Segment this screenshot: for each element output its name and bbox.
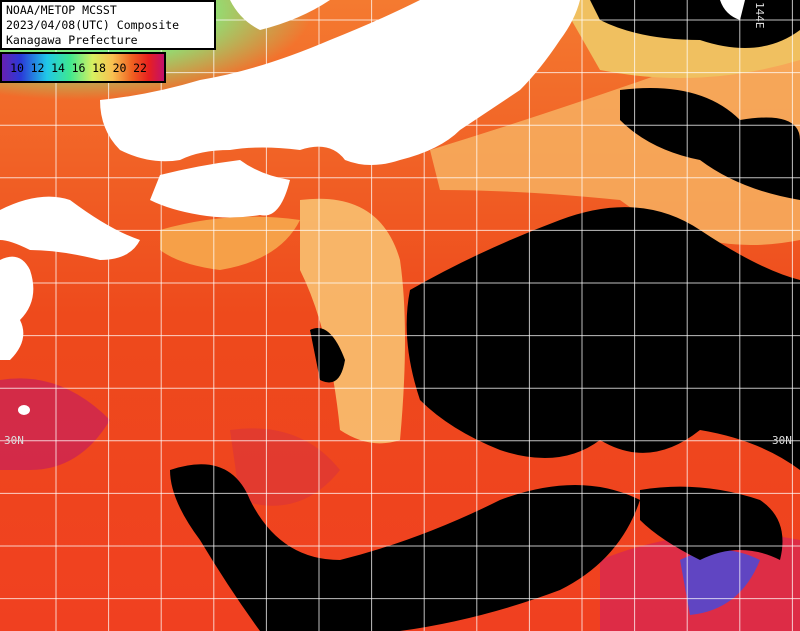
colorbar-label: 14 bbox=[51, 61, 65, 75]
latitude-label: 30N bbox=[4, 434, 24, 447]
colorbar-label: 16 bbox=[72, 61, 86, 75]
clouds bbox=[170, 0, 800, 631]
colorbar-label: 20 bbox=[113, 61, 127, 75]
colorbar-label: 18 bbox=[92, 61, 106, 75]
header-line: NOAA/METOP MCSST bbox=[6, 3, 117, 17]
colorbar-label: 10 bbox=[10, 61, 24, 75]
colorbar-label: 22 bbox=[133, 61, 147, 75]
longitude-label: 144E bbox=[753, 2, 766, 29]
header-line: 2023/04/08(UTC) Composite bbox=[6, 18, 179, 32]
colorbar-label: 12 bbox=[31, 61, 45, 75]
colorbar: 10 12 14 16 18 20 22 bbox=[0, 52, 166, 83]
header-box: NOAA/METOP MCSST 2023/04/08(UTC) Composi… bbox=[0, 0, 216, 50]
latitude-label: 30N bbox=[772, 434, 792, 447]
land bbox=[0, 0, 745, 415]
header-line: Kanagawa Prefecture bbox=[6, 33, 138, 47]
